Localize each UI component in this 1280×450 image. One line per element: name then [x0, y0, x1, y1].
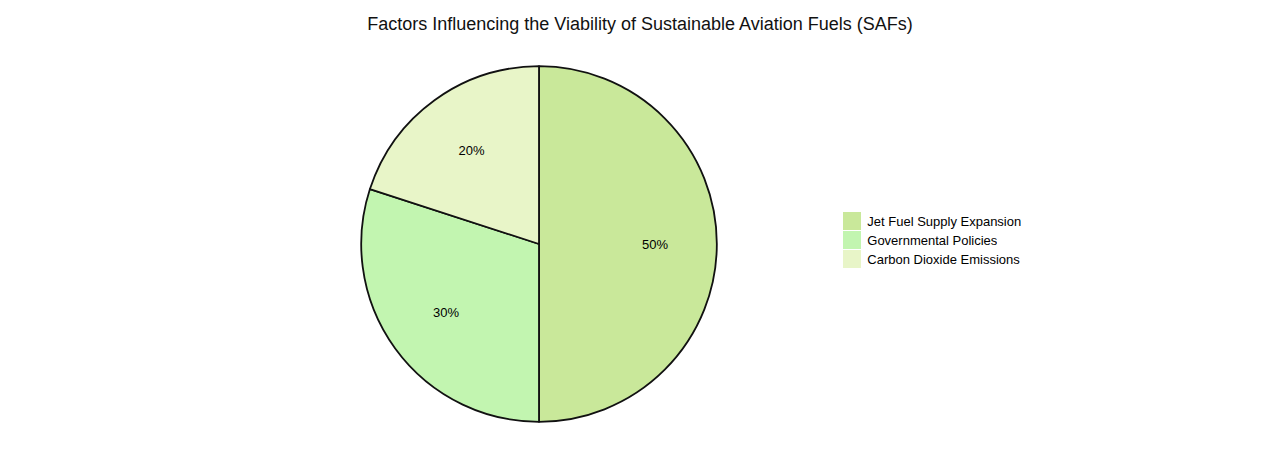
html-text:Factors Influencing the Viabil: Factors Influencing the Viability of Sus…	[367, 14, 913, 34]
html-text:Governmental Policies: Governmental Policies	[867, 232, 998, 248]
html-text:Carbon Dioxide Emissions: Carbon Dioxide Emissions	[867, 251, 1020, 267]
svg-text:20%: 20%	[458, 143, 484, 158]
html-text:Jet Fuel Supply Expansion: Jet Fuel Supply Expansion	[867, 213, 1022, 229]
svg-text:50%: 50%	[642, 237, 668, 252]
svg-text:30%: 30%	[433, 305, 459, 320]
